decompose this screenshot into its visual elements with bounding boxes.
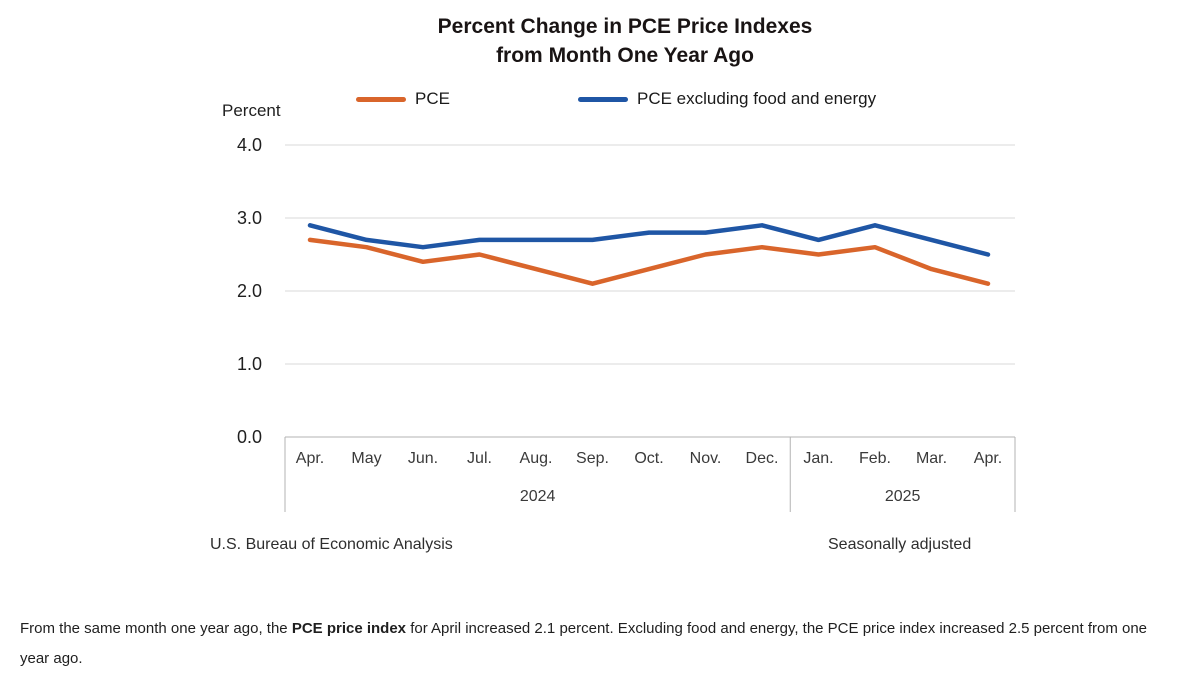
chart-title-line2: from Month One Year Ago bbox=[496, 44, 754, 68]
caption-bold-term: PCE price index bbox=[291, 620, 407, 637]
y-tick-label: 1.0 bbox=[237, 354, 262, 374]
series-line-pce bbox=[307, 237, 991, 286]
x-month-label: Jun. bbox=[408, 450, 438, 467]
chart-title: Percent Change in PCE Price Indexes from… bbox=[0, 12, 1200, 71]
legend-item-core-pce: PCE excluding food and energy bbox=[578, 86, 876, 112]
series-line-pce-excluding-food-and-energy bbox=[307, 223, 991, 257]
core-pce-series-swatch bbox=[578, 96, 628, 102]
caption-suffix: for April increased 2.1 percent. Excludi… bbox=[20, 620, 1148, 667]
x-month-label: Apr. bbox=[974, 450, 1002, 467]
x-year-label: 2025 bbox=[885, 488, 921, 505]
x-month-label: Mar. bbox=[916, 450, 947, 467]
x-month-label: Dec. bbox=[746, 450, 779, 467]
x-month-label: Jul. bbox=[467, 450, 492, 467]
x-month-label: Feb. bbox=[859, 450, 891, 467]
x-month-label: Jan. bbox=[803, 450, 833, 467]
x-month-label: May bbox=[351, 450, 381, 467]
y-tick-label: 0.0 bbox=[237, 427, 262, 447]
x-month-label: Aug. bbox=[520, 450, 553, 467]
pce-series-swatch bbox=[356, 96, 406, 102]
legend-item-pce: PCE bbox=[356, 86, 450, 112]
x-month-label: Sep. bbox=[576, 450, 609, 467]
y-axis-unit-label: Percent bbox=[222, 101, 281, 120]
y-tick-label: 2.0 bbox=[237, 281, 262, 301]
summary-caption: From the same month one year ago, the PC… bbox=[20, 614, 1168, 674]
core-pce-legend-label: PCE excluding food and energy bbox=[637, 89, 877, 108]
x-month-label: Apr. bbox=[296, 450, 324, 467]
seasonal-adjustment-note: Seasonally adjusted bbox=[828, 536, 972, 553]
x-year-label: 2024 bbox=[520, 488, 556, 505]
legend: PCE PCE excluding food and energy bbox=[0, 86, 1200, 112]
y-tick-label: 3.0 bbox=[237, 208, 262, 228]
caption-prefix: From the same month one year ago, the bbox=[20, 620, 292, 637]
y-tick-label: 4.0 bbox=[237, 135, 262, 155]
x-month-label: Oct. bbox=[634, 450, 663, 467]
source-attribution: U.S. Bureau of Economic Analysis bbox=[210, 536, 453, 553]
chart-title-line1: Percent Change in PCE Price Indexes bbox=[437, 15, 813, 38]
x-month-label: Nov. bbox=[690, 450, 722, 467]
pce-legend-label: PCE bbox=[415, 89, 450, 108]
pce-line-chart: 4.0 3.0 2.0 1.0 0.0 Apr. May Jun. Jul. Aug. Sep. Oc… bbox=[237, 135, 1016, 512]
